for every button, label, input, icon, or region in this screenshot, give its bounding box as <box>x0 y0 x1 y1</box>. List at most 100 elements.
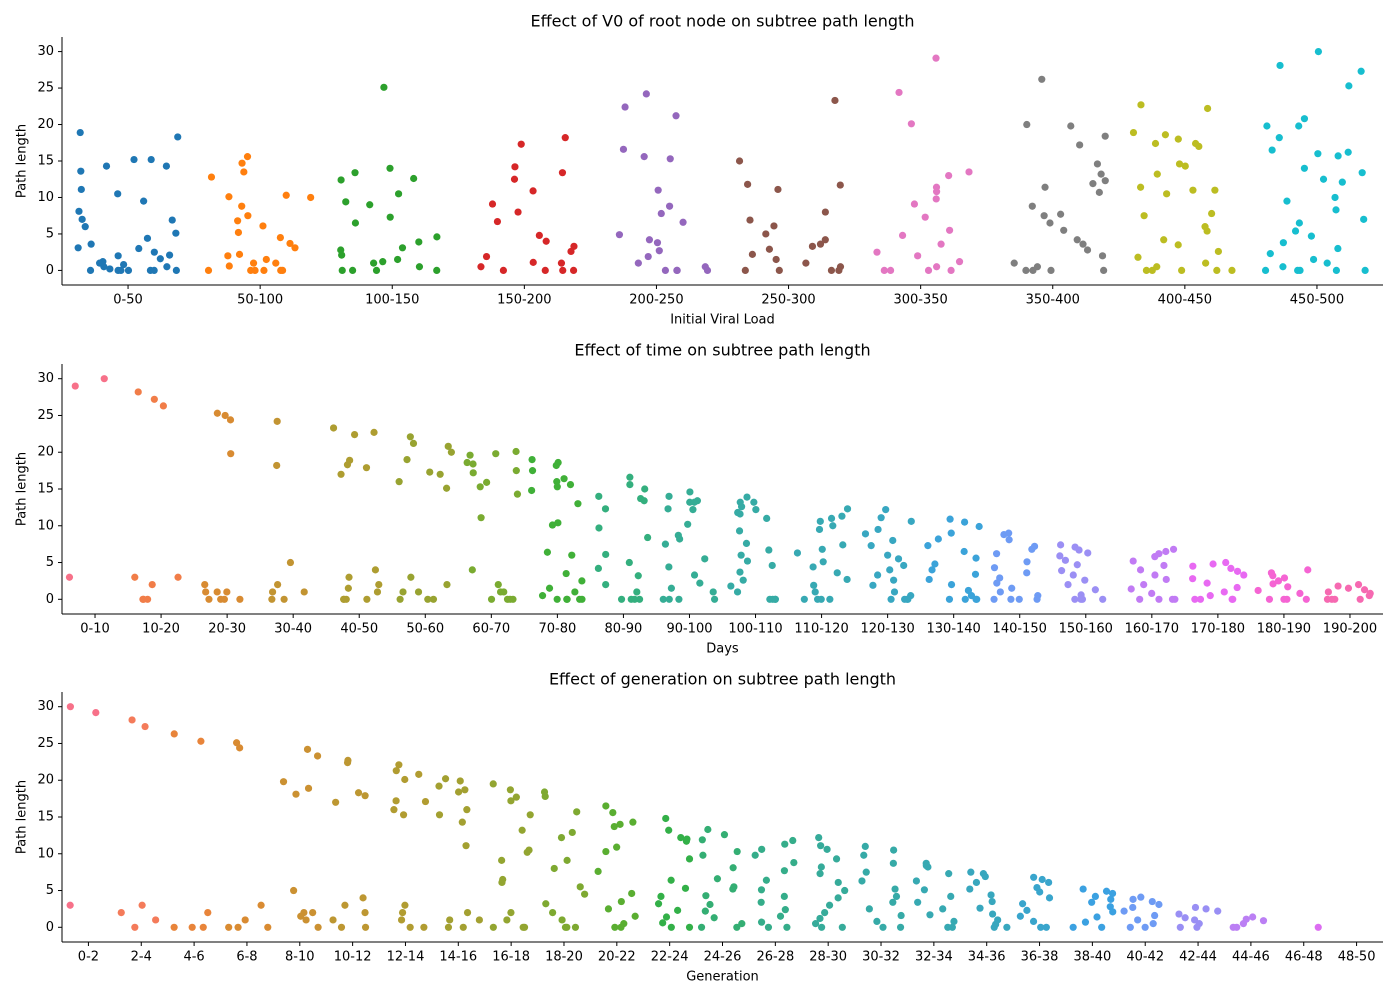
data-point <box>1136 595 1144 603</box>
data-point <box>751 851 759 859</box>
data-point <box>818 545 826 553</box>
data-point <box>1028 202 1036 210</box>
data-point <box>361 792 369 800</box>
data-point <box>736 568 744 576</box>
data-point <box>348 266 357 275</box>
data-point <box>735 527 744 535</box>
x-tick-label: 22-24 <box>651 950 689 965</box>
data-point <box>1148 266 1156 275</box>
data-point <box>781 906 789 914</box>
data-point <box>1120 907 1128 915</box>
data-point <box>1061 556 1070 564</box>
x-tick-label: 38-40 <box>1073 950 1111 965</box>
data-point <box>729 864 737 872</box>
data-point <box>236 595 244 603</box>
data-point <box>172 229 180 237</box>
data-point <box>571 923 580 931</box>
data-point <box>1304 566 1312 574</box>
data-point <box>610 822 618 831</box>
data-point <box>1279 239 1287 247</box>
data-point <box>672 112 680 120</box>
data-point <box>553 478 561 486</box>
data-point <box>594 564 602 573</box>
data-point <box>526 811 534 819</box>
data-point <box>1098 252 1107 260</box>
data-point <box>1171 595 1179 603</box>
data-point <box>1259 917 1268 925</box>
data-point <box>993 579 1001 587</box>
data-point <box>746 216 754 224</box>
data-point <box>736 510 744 518</box>
x-tick-label: 100-150 <box>365 293 419 308</box>
data-point <box>168 216 176 224</box>
data-point <box>162 162 171 170</box>
data-point <box>204 908 212 917</box>
data-point <box>1263 122 1271 130</box>
y-tick-label: 20 <box>37 773 54 788</box>
x-tick-label: 36-38 <box>1021 950 1059 965</box>
data-point <box>640 497 648 505</box>
data-point <box>914 252 922 260</box>
data-point <box>921 213 929 221</box>
data-point <box>625 558 633 567</box>
data-point <box>727 582 735 590</box>
x-tick-label: 160-170 <box>1125 622 1179 637</box>
data-point <box>1358 169 1366 177</box>
data-point <box>681 884 690 892</box>
y-tick-label: 5 <box>46 555 54 570</box>
y-tick-label: 25 <box>37 81 54 96</box>
data-point <box>509 595 517 603</box>
data-point <box>595 492 603 500</box>
data-point <box>733 923 741 931</box>
data-point <box>1175 160 1184 168</box>
data-point <box>205 595 213 603</box>
data-point <box>1155 900 1163 909</box>
data-point <box>832 855 841 863</box>
data-point <box>886 266 895 275</box>
data-point <box>1073 236 1081 244</box>
data-point <box>890 588 899 596</box>
data-point <box>1331 595 1339 603</box>
data-point <box>1295 122 1303 130</box>
data-point <box>1269 572 1277 580</box>
data-point <box>793 549 802 557</box>
data-point <box>541 792 549 801</box>
data-point <box>337 470 345 478</box>
data-point <box>307 193 315 202</box>
data-point <box>76 128 84 137</box>
x-tick-label: 20-22 <box>598 950 636 965</box>
data-point <box>945 870 953 878</box>
data-point <box>1280 595 1288 603</box>
data-point <box>1334 582 1342 590</box>
data-point <box>879 923 887 931</box>
data-point <box>1204 104 1212 113</box>
data-point <box>1269 580 1277 588</box>
data-point <box>1010 259 1018 267</box>
data-point <box>337 246 345 254</box>
data-point <box>507 797 515 805</box>
data-point <box>1344 148 1352 156</box>
data-point <box>1233 583 1241 592</box>
data-point <box>1208 209 1216 218</box>
data-point <box>338 266 346 275</box>
data-point <box>1228 266 1236 275</box>
data-point <box>499 875 507 884</box>
x-tick-label: 40-42 <box>1126 950 1164 965</box>
data-point <box>838 923 846 931</box>
data-point <box>1360 586 1369 594</box>
y-tick-label: 0 <box>46 592 54 607</box>
data-point <box>823 845 831 853</box>
data-point <box>238 202 246 210</box>
data-point <box>1332 266 1341 275</box>
data-point <box>77 185 85 194</box>
data-point <box>903 595 911 603</box>
data-point <box>354 789 363 797</box>
data-point <box>627 595 635 603</box>
data-point <box>821 208 829 216</box>
data-point <box>442 484 451 492</box>
y-tick-label: 5 <box>46 226 54 241</box>
data-point <box>819 558 827 566</box>
data-point <box>150 266 158 275</box>
y-tick-label: 20 <box>37 445 54 460</box>
